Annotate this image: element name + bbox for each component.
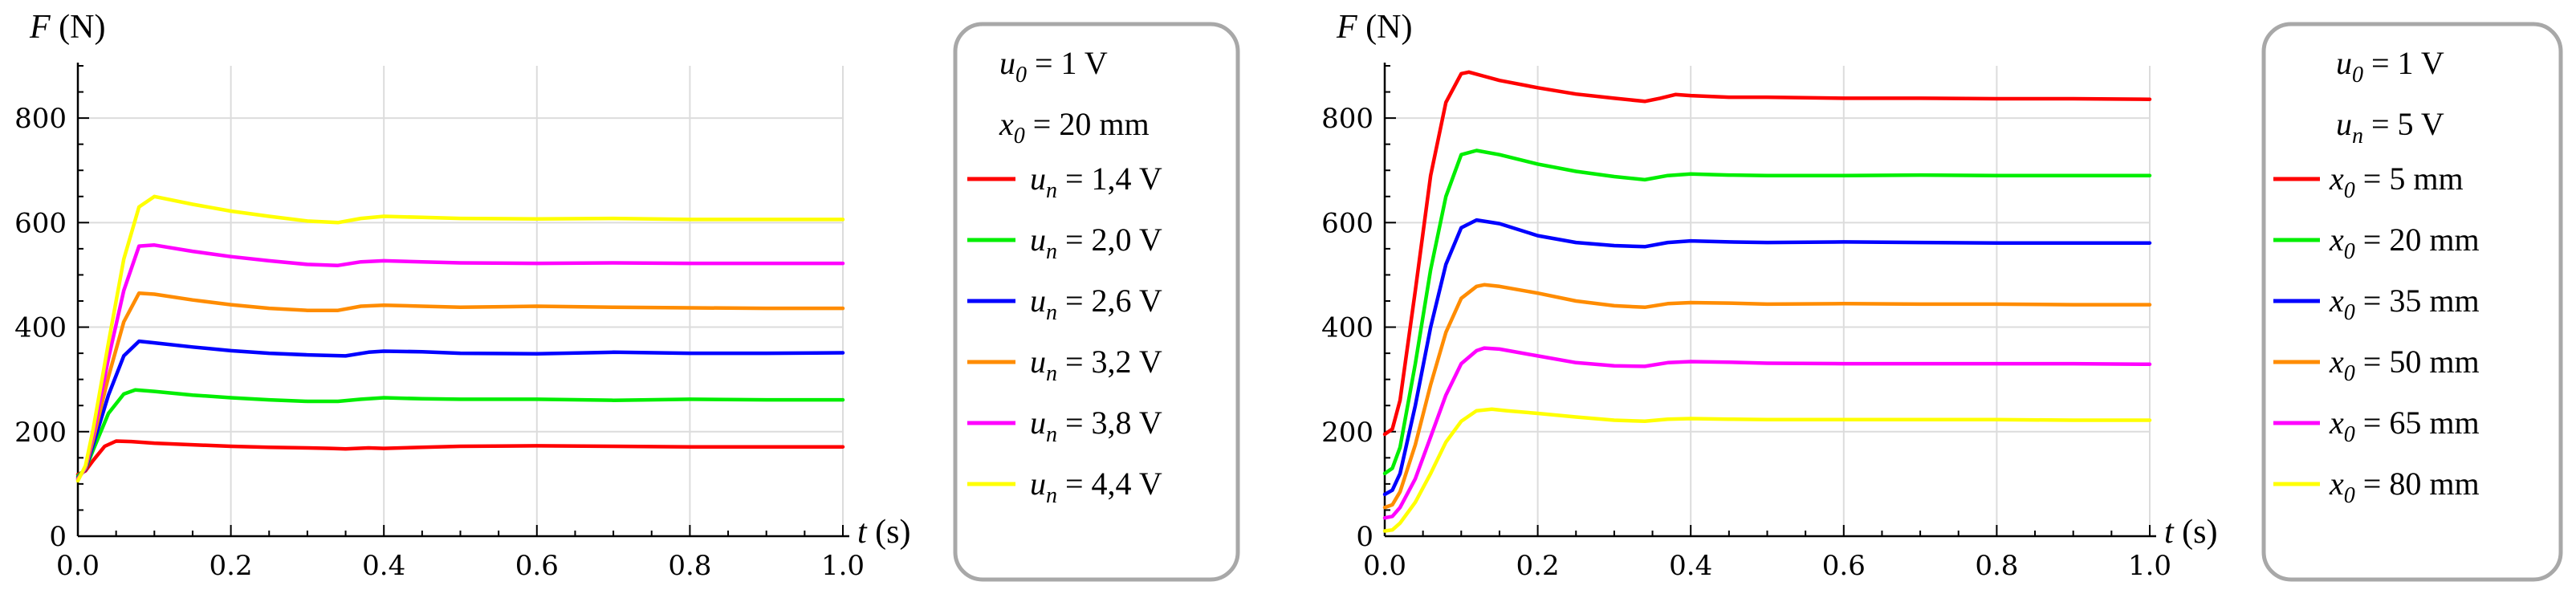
y-tick-label: 0 xyxy=(49,521,67,553)
y-tick-label: 200 xyxy=(1321,417,1373,449)
legend-header-2: x0 = 20 mm xyxy=(999,106,1150,148)
y-tick-label: 0 xyxy=(1356,521,1373,553)
series-line-6 xyxy=(75,194,845,483)
y-tick-label: 200 xyxy=(14,417,67,449)
x-axis-label: t (s) xyxy=(857,514,911,551)
x-tick-label: 0.8 xyxy=(1975,550,2018,582)
legend-label-1: un = 1,4 V xyxy=(1030,161,1162,203)
series-line-3 xyxy=(75,339,845,480)
y-tick-label: 800 xyxy=(1321,103,1373,135)
legend-box xyxy=(953,22,1240,582)
legend-label-5: x0 = 65 mm xyxy=(2329,405,2480,447)
legend-label-6: x0 = 80 mm xyxy=(2329,466,2480,508)
x-tick-label: 0.6 xyxy=(515,550,559,582)
legend-label-5: un = 3,8 V xyxy=(1030,405,1162,447)
series-line-4 xyxy=(1382,283,2152,510)
y-axis-label: F (N) xyxy=(1336,9,1412,46)
x-tick-label: 0.2 xyxy=(1516,550,1560,582)
legend-label-4: x0 = 50 mm xyxy=(2329,344,2480,386)
y-tick-label: 800 xyxy=(14,103,67,135)
legend-header-1: u0 = 1 V xyxy=(2336,45,2444,87)
legend-label-4: un = 3,2 V xyxy=(1030,344,1162,386)
x-tick-label: 1.0 xyxy=(2128,550,2171,582)
legend-label-6: un = 4,4 V xyxy=(1030,466,1162,508)
x-tick-label: 0.2 xyxy=(210,550,253,582)
series-line-2 xyxy=(75,388,845,478)
legend: u0 = 1 V x0 = 20 mm un = 1,4 V un = 2,0 V un… xyxy=(953,22,1240,582)
legend-header-1: u0 = 1 V xyxy=(999,45,1108,87)
legend-label-1: x0 = 5 mm xyxy=(2329,161,2464,203)
x-axis-label: t (s) xyxy=(2164,514,2218,551)
series-line-4 xyxy=(75,291,845,481)
series-line-5 xyxy=(1382,346,2152,520)
series-line-6 xyxy=(1382,407,2152,533)
x-tick-label: 0.0 xyxy=(56,550,100,582)
series-line-1 xyxy=(75,439,845,477)
y-tick-label: 400 xyxy=(14,312,67,344)
x-tick-label: 1.0 xyxy=(821,550,865,582)
x-tick-label: 0.4 xyxy=(1669,550,1712,582)
chart-1: 0.0 0.2 0.4 0.6 0.8 1.0 0 200 400 600 800 F (N) t (s… xyxy=(14,9,1240,582)
legend-label-2: un = 2,0 V xyxy=(1030,222,1162,264)
series-line-1 xyxy=(1382,70,2152,437)
x-tick-label: 0.4 xyxy=(362,550,405,582)
gridlines xyxy=(1385,66,2151,536)
y-tick-label: 600 xyxy=(1321,207,1373,239)
y-tick-label: 400 xyxy=(1321,312,1373,344)
series-line-2 xyxy=(1382,148,2152,476)
y-axis-label: F (N) xyxy=(29,9,105,46)
x-tick-label: 0.8 xyxy=(668,550,711,582)
y-tick-label: 600 xyxy=(14,207,67,239)
chart-2: 0.0 0.2 0.4 0.6 0.8 1.0 0 200 400 600 800 F (N) t (s… xyxy=(1321,9,2563,582)
x-tick-label: 0.6 xyxy=(1822,550,1866,582)
legend-box xyxy=(2261,22,2563,582)
legend-label-3: x0 = 35 mm xyxy=(2329,283,2480,325)
series-line-5 xyxy=(75,243,845,482)
legend-label-3: un = 2,6 V xyxy=(1030,283,1162,325)
x-tick-label: 0.0 xyxy=(1363,550,1406,582)
legend-label-2: x0 = 20 mm xyxy=(2329,222,2480,264)
legend: u0 = 1 V un = 5 V x0 = 5 mm x0 = 20 mm x0 = … xyxy=(2261,22,2563,582)
series-line-3 xyxy=(1382,218,2152,497)
legend-header-2: un = 5 V xyxy=(2336,106,2444,148)
gridlines xyxy=(78,66,844,536)
